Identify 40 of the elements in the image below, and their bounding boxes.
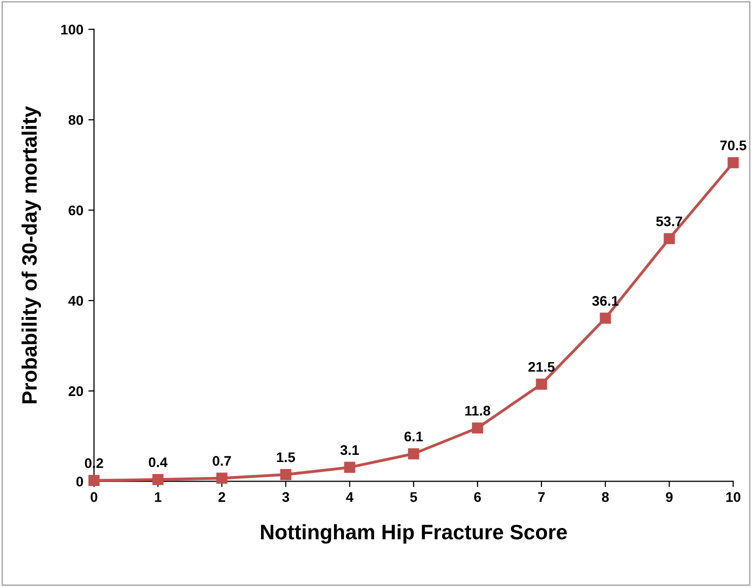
point: [664, 233, 675, 244]
point: [600, 312, 611, 324]
x-tick-label: 7: [538, 492, 545, 502]
y-tick-label: 0: [76, 476, 84, 487]
y-tick-label: 20: [68, 386, 84, 396]
x-tick-label: 10: [726, 492, 740, 502]
y-tick-label: 80: [68, 115, 84, 125]
point: [728, 157, 739, 168]
data-label: 53.7: [656, 216, 682, 226]
x-tick-label: 6: [474, 492, 481, 502]
y-tick-label: 100: [61, 24, 84, 35]
data-label: 11.8: [465, 406, 490, 416]
data-label: 1.5: [276, 452, 296, 462]
data-label: 0.4: [148, 457, 168, 468]
data-label: 0.7: [212, 456, 231, 466]
data-label: 36.1: [592, 296, 618, 306]
point: [344, 462, 356, 473]
x-tick-label: 0: [90, 492, 98, 502]
x-tick-label: 1: [154, 492, 162, 502]
point: [88, 474, 100, 486]
data-label: 70.5: [720, 140, 746, 150]
x-tick-label: 4: [346, 492, 354, 502]
point: [152, 474, 164, 486]
y-axis-title: Probability of 30-day mortality: [22, 106, 41, 404]
x-tick-label: 9: [666, 492, 673, 502]
x-tick-label: 3: [282, 492, 290, 502]
data-label: 21.5: [528, 362, 555, 372]
x-axis-title: Nottingham Hip Fracture Score: [261, 524, 567, 544]
x-tick-label: 5: [410, 492, 418, 502]
data-label: 6.1: [404, 432, 423, 442]
point: [536, 378, 547, 390]
point: [280, 469, 292, 480]
y-tick-label: 60: [68, 205, 84, 216]
y-tick-label: 40: [68, 296, 84, 306]
point: [472, 422, 484, 434]
x-tick-label: 8: [602, 492, 609, 502]
point: [216, 472, 228, 484]
point: [408, 448, 420, 460]
data-label: 3.1: [340, 445, 359, 455]
x-tick-label: 2: [218, 492, 226, 502]
